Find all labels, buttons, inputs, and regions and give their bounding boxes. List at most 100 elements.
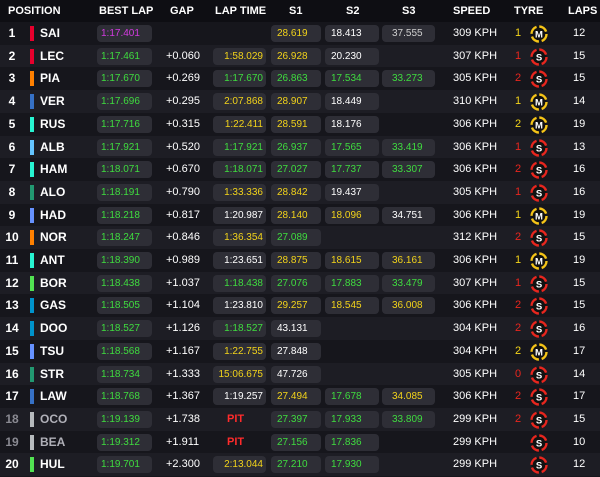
sector-3-time: 36.161	[382, 252, 435, 269]
tyre-age: 1	[514, 95, 522, 108]
sector-1-time: 27.156	[271, 433, 321, 451]
soft-tyre-icon: S	[530, 388, 548, 406]
speed-trap: 305 KPH	[453, 72, 498, 85]
sector-1-time: 27.848	[271, 342, 321, 360]
tyre-age: 1	[514, 276, 522, 289]
position-number: 2	[8, 48, 16, 63]
header-speed[interactable]: SPEED	[453, 5, 491, 17]
table-row[interactable]: 19 BEA 1:19.312 +1.911 PIT 27.156 17.836 299 KP…	[0, 430, 600, 454]
table-row[interactable]: 4 VER 1:17.696 +0.295 2:07.868 28.907 18.449 31…	[0, 90, 600, 114]
team-color-bar	[30, 389, 34, 405]
speed-trap: 305 KPH	[453, 185, 498, 198]
sector-2-time: 18.615	[325, 252, 379, 269]
sector-3-time: 33.479	[382, 274, 435, 292]
table-row[interactable]: 2 LEC 1:17.461 +0.060 1:58.029 26.928 20.230 30…	[0, 44, 600, 68]
gap-to-leader: +1.911	[166, 435, 200, 448]
best-lap-time: 1:18.568	[97, 342, 152, 360]
soft-tyre-icon: S	[530, 411, 548, 429]
table-row[interactable]: 3 PIA 1:17.670 +0.269 1:17.670 26.863 17.534 33…	[0, 67, 600, 91]
header-position[interactable]: POSITION	[8, 5, 61, 17]
speed-trap: 307 KPH	[453, 276, 498, 289]
table-row[interactable]: 20 HUL 1:19.701 +2.300 2:13.044 27.210 17.930 2…	[0, 453, 600, 477]
tyre-compound-label: S	[536, 438, 542, 449]
sector-2-time: 17.933	[325, 410, 379, 428]
table-row[interactable]: 14 DOO 1:18.527 +1.126 1:18.527 43.131 304 KPH…	[0, 317, 600, 341]
best-lap-time: 1:18.527	[97, 320, 152, 338]
best-lap-time: 1:19.701	[97, 456, 152, 474]
speed-trap: 309 KPH	[453, 27, 498, 39]
table-row[interactable]: 16 STR 1:18.734 +1.333 15:06.675 47.726 305 KP…	[0, 362, 600, 386]
tyre-compound-label: S	[536, 302, 542, 313]
driver-code: LEC	[40, 48, 64, 63]
table-row[interactable]: 12 BOR 1:18.438 +1.037 1:18.438 27.076 17.883 3…	[0, 271, 600, 295]
tyre-compound-label: M	[535, 30, 543, 41]
table-header: POSITION BEST LAP GAP LAP TIME S1 S2 S3 …	[0, 0, 600, 22]
last-lap-time: 1:18.527	[213, 320, 266, 338]
team-color-bar	[30, 321, 34, 337]
table-row[interactable]: 15 TSU 1:18.568 +1.167 1:22.755 27.848 304 KPH…	[0, 339, 600, 363]
tyre-compound-label: M	[535, 257, 543, 268]
table-row[interactable]: 11 ANT 1:18.390 +0.989 1:23.651 28.875 18.615 3…	[0, 249, 600, 272]
tyre-compound-label: S	[536, 370, 542, 381]
table-row[interactable]: 6 ALB 1:17.921 +0.520 1:17.921 26.937 17.565 33…	[0, 135, 600, 159]
header-s1[interactable]: S1	[289, 5, 303, 17]
header-gap[interactable]: GAP	[170, 5, 194, 17]
last-lap-time: 1:18.438	[213, 274, 266, 292]
position-number: 9	[8, 207, 16, 222]
gap-to-leader: +1.037	[166, 276, 200, 289]
table-row[interactable]: 17 LAW 1:18.768 +1.367 1:19.257 27.494 17.678 3…	[0, 385, 600, 409]
soft-tyre-icon: S	[530, 184, 548, 202]
tyre-compound-label: S	[536, 279, 542, 290]
laps-on-tyre: 12	[573, 458, 586, 471]
sector-2-time: 18.096	[325, 206, 379, 224]
sector-1-time: 28.140	[271, 206, 321, 224]
position-number: 11	[5, 253, 19, 267]
speed-trap: 312 KPH	[453, 231, 498, 244]
speed-trap: 305 KPH	[453, 367, 498, 380]
team-color-bar	[30, 139, 34, 155]
driver-code: DOO	[40, 321, 68, 336]
table-row[interactable]: 7 HAM 1:18.071 +0.670 1:18.071 27.027 17.737 33…	[0, 158, 600, 182]
laps-on-tyre: 15	[573, 49, 586, 62]
sector-3-time: 33.307	[382, 161, 435, 179]
header-laps[interactable]: LAPS	[568, 5, 598, 17]
soft-tyre-icon: S	[530, 297, 548, 316]
header-s2[interactable]: S2	[346, 5, 360, 17]
header-tyre[interactable]: TYRE	[514, 5, 544, 17]
tyre-age: 2	[514, 344, 522, 357]
position-number: 19	[5, 434, 19, 449]
soft-tyre-icon: S	[530, 70, 548, 89]
table-row[interactable]: 9 HAD 1:18.218 +0.817 1:20.987 28.140 18.096 34…	[0, 203, 600, 227]
table-row[interactable]: 5 RUS 1:17.716 +0.315 1:22.411 28.591 18.176 30…	[0, 112, 600, 136]
soft-tyre-icon: S	[530, 433, 548, 452]
table-row[interactable]: 8 ALO 1:18.191 +0.790 1:33.336 28.842 19.437 30…	[0, 180, 600, 204]
position-number: 5	[8, 116, 16, 131]
table-row[interactable]: 18 OCO 1:19.139 +1.738 PIT 27.397 17.933 33.809…	[0, 407, 600, 431]
sector-1-time: 27.494	[271, 388, 321, 406]
header-best-lap[interactable]: BEST LAP	[99, 5, 154, 17]
last-lap-time: 15:06.675	[213, 365, 266, 383]
header-s3[interactable]: S3	[402, 5, 416, 17]
sector-1-time: 28.591	[271, 115, 321, 133]
laps-on-tyre: 16	[573, 163, 586, 176]
header-lap-time[interactable]: LAP TIME	[215, 5, 267, 17]
table-row[interactable]: 1 SAI 1:17.401 28.619 18.413 37.555 309 KPH 1 M 1…	[0, 22, 600, 45]
tyre-compound-label: S	[536, 143, 542, 154]
sector-1-time: 27.089	[271, 229, 321, 247]
tyre-age: 0	[514, 367, 522, 380]
pit-indicator: PIT	[227, 412, 245, 425]
table-row[interactable]: 13 GAS 1:18.505 +1.104 1:23.810 29.257 18.545 3…	[0, 294, 600, 318]
driver-code: ALO	[40, 184, 66, 199]
laps-on-tyre: 16	[573, 322, 586, 335]
gap-to-leader: +0.989	[166, 254, 200, 266]
team-color-bar	[30, 116, 34, 132]
speed-trap: 299 KPH	[453, 412, 498, 425]
driver-code: BEA	[40, 434, 66, 449]
speed-trap: 306 KPH	[453, 299, 498, 312]
team-color-bar	[30, 253, 34, 268]
position-number: 13	[5, 298, 19, 313]
sector-3-time: 37.555	[382, 25, 435, 42]
best-lap-time: 1:18.390	[97, 252, 152, 269]
soft-tyre-icon: S	[530, 229, 548, 247]
table-row[interactable]: 10 NOR 1:18.247 +0.846 1:36.354 27.089 312 KPH…	[0, 226, 600, 250]
